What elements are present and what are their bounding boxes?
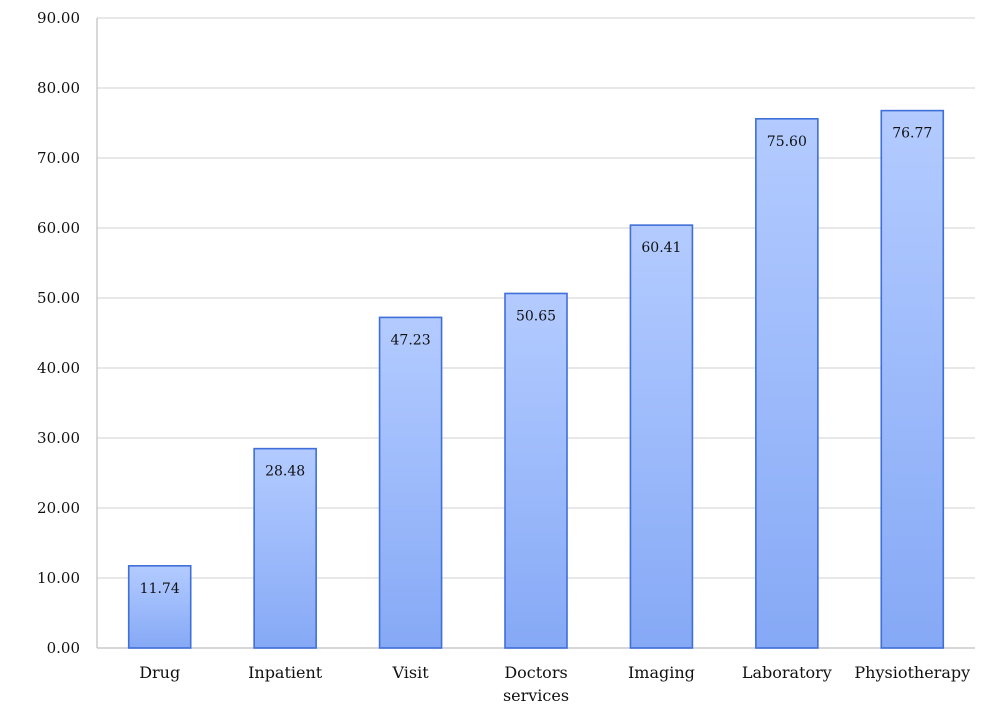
data-label: 47.23 (391, 332, 431, 348)
y-tick-label: 60.00 (37, 219, 80, 237)
data-label: 60.41 (641, 240, 681, 256)
category-label: Doctors services (503, 663, 569, 705)
data-label: 76.77 (892, 126, 932, 142)
category-label: Laboratory (742, 663, 832, 682)
bar (504, 292, 568, 649)
bars: 11.74 28.48 47.23 50.65 60.41 75.60 76.77 (127, 109, 945, 649)
data-label: 75.60 (767, 134, 807, 150)
bar (378, 316, 443, 649)
category-label: Physiotherapy (854, 663, 970, 682)
y-tick-label: 90.00 (37, 9, 80, 27)
bar (755, 118, 819, 649)
category-label: Drug (139, 663, 180, 682)
bar (629, 224, 694, 649)
y-tick-label: 10.00 (37, 569, 80, 587)
y-tick-label: 0.00 (47, 639, 80, 657)
data-label: 28.48 (265, 464, 305, 480)
y-tick-labels: 0.00 10.00 20.00 30.00 40.00 50.00 60.00 70.00 8… (37, 9, 80, 657)
y-tick-label: 20.00 (37, 499, 80, 517)
y-tick-label: 80.00 (37, 79, 80, 97)
category-label: Imaging (628, 663, 695, 682)
y-tick-label: 50.00 (37, 289, 80, 307)
data-label: 11.74 (140, 581, 180, 597)
category-label: Inpatient (248, 663, 323, 682)
category-label: Visit (391, 663, 429, 682)
y-tick-label: 70.00 (37, 149, 80, 167)
y-tick-label: 40.00 (37, 359, 80, 377)
data-label: 50.65 (516, 308, 556, 324)
bar (253, 447, 317, 649)
bar (880, 109, 945, 649)
y-tick-label: 30.00 (37, 429, 80, 447)
category-labels: Drug Inpatient Visit Doctors services Imaging… (139, 663, 970, 705)
bar (127, 565, 192, 649)
